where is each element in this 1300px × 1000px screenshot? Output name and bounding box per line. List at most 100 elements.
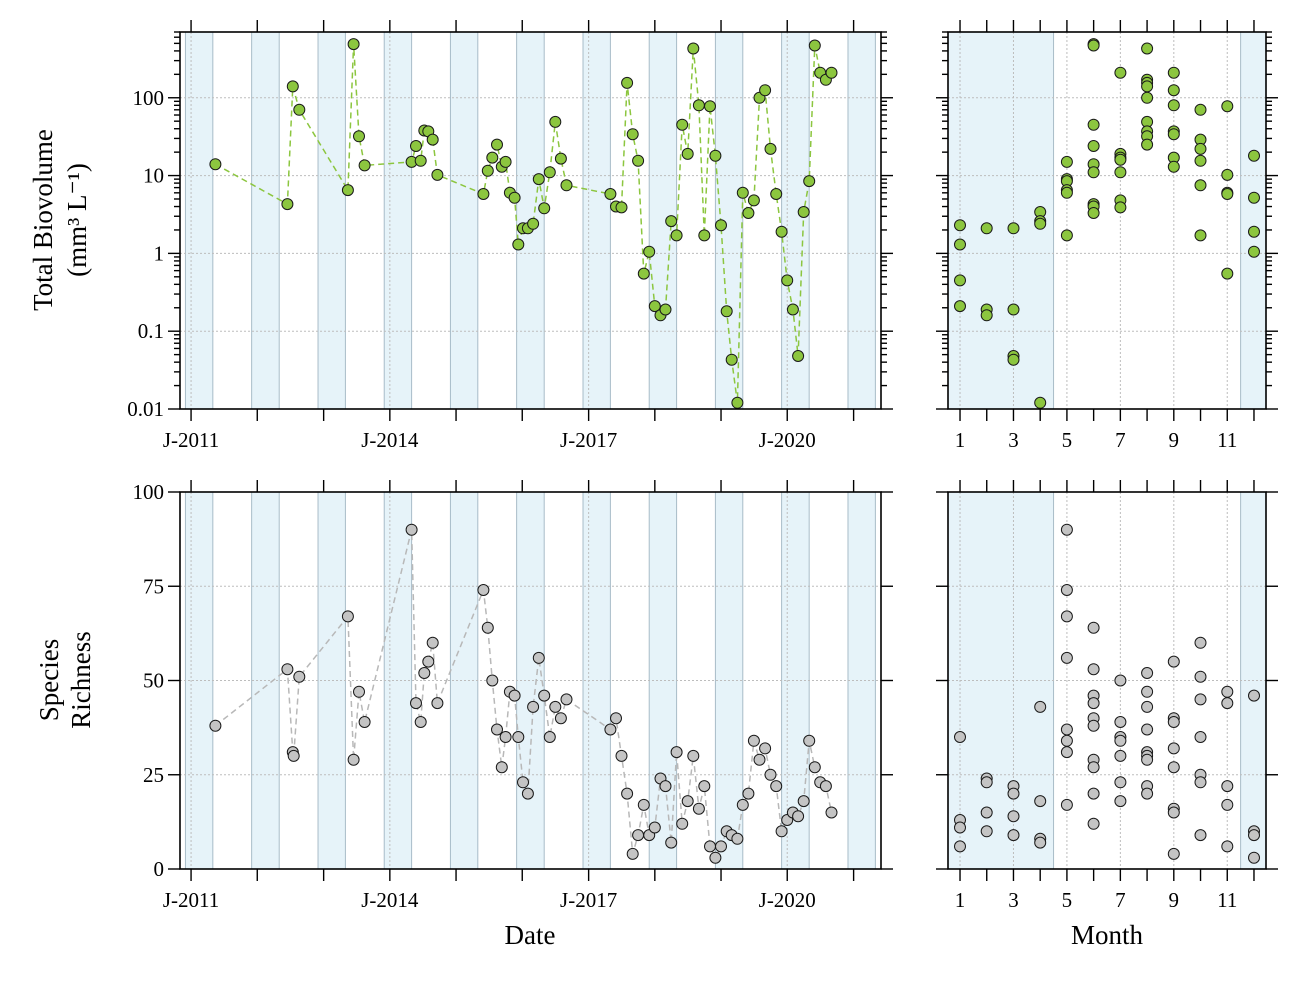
biovolume-point <box>347 38 360 51</box>
richness-point <box>532 651 545 664</box>
biovolume-point <box>632 154 645 167</box>
richness-month-point <box>1141 700 1154 713</box>
winter-band <box>1240 32 1266 409</box>
biovolume-month-point <box>1114 66 1127 79</box>
biovolume-month-point <box>1007 222 1020 235</box>
winter-band <box>450 32 478 409</box>
biovolume-point <box>549 115 562 128</box>
x-tick-label: 3 <box>1008 888 1019 912</box>
richness-point <box>731 832 744 845</box>
biovolume-month-point <box>1034 396 1047 409</box>
plot-frame <box>179 31 882 410</box>
biovolume-month-point <box>1141 42 1154 55</box>
richness-point <box>659 780 672 793</box>
richness-point <box>797 795 810 808</box>
richness-point <box>293 670 306 683</box>
richness-date-panel: 0 25 50 75 100 J-2011 J-2014 J-2017 J-2020 <box>133 480 893 912</box>
y-tick-label: 25 <box>143 763 164 787</box>
richness-point <box>486 674 499 687</box>
richness-month-point <box>1060 610 1073 623</box>
richness-month-point <box>1194 693 1207 706</box>
biovolume-point <box>736 186 749 199</box>
richness-month-point <box>1034 700 1047 713</box>
richness-point <box>792 810 805 823</box>
richness-point <box>753 753 766 766</box>
biovolume-month-point <box>1194 103 1207 116</box>
richness-month-point <box>1167 742 1180 755</box>
winter-band <box>847 32 876 409</box>
richness-point <box>512 731 525 743</box>
x-tick-label: J-2020 <box>759 428 816 452</box>
biovolume-month-point <box>1248 225 1260 238</box>
richness-point <box>698 780 711 793</box>
biovolume-month-point <box>980 309 993 322</box>
richness-month-point <box>1060 723 1073 736</box>
richness-point <box>610 712 622 725</box>
richness-point <box>543 731 556 743</box>
richness-month-point <box>1114 795 1127 808</box>
richness-point <box>709 851 722 864</box>
richness-month-point <box>980 806 993 819</box>
y-tick-label: 0.01 <box>127 397 164 421</box>
biovolume-point <box>792 350 805 362</box>
richness-point <box>405 523 418 536</box>
biovolume-point <box>731 396 744 409</box>
biovolume-month-point <box>954 300 966 313</box>
biovolume-point <box>725 353 738 366</box>
richness-point <box>704 840 716 853</box>
y-tick-label: 0 <box>154 857 165 881</box>
biovolume-point <box>554 152 567 165</box>
richness-point <box>517 776 529 789</box>
biovolume-month-point <box>954 219 966 232</box>
richness-point <box>347 753 360 766</box>
x-tick-label: 5 <box>1062 428 1073 452</box>
x-tick-label: 1 <box>955 428 966 452</box>
richness-point <box>495 761 508 774</box>
biovolume-point <box>527 217 540 230</box>
richness-point <box>687 749 700 762</box>
richness-month-point <box>1007 787 1020 800</box>
biovolume-point <box>410 140 422 152</box>
biovolume-month-point <box>1194 142 1207 155</box>
richness-month-point <box>1007 810 1020 823</box>
biovolume-month-point <box>954 238 966 251</box>
biovolume-point <box>615 201 628 214</box>
y-tick-label: 75 <box>143 574 164 598</box>
richness-point <box>538 689 551 702</box>
richness-month-point <box>1141 787 1154 800</box>
biovolume-month-point <box>1221 188 1234 200</box>
richness-month-point <box>1114 716 1127 728</box>
biovolume-point <box>704 100 716 113</box>
biovolume-month-point <box>1034 217 1047 230</box>
y-tick-label: 50 <box>143 669 164 693</box>
richness-month-point <box>954 731 966 743</box>
richness-month-point <box>1141 723 1154 736</box>
biovolume-month-point <box>1167 84 1180 97</box>
richness-point <box>742 787 755 800</box>
biovolume-point <box>499 155 512 168</box>
biovolume-point <box>353 130 365 143</box>
richness-point <box>681 795 694 808</box>
biovolume-point <box>293 103 306 116</box>
richness-month-point <box>1060 734 1073 747</box>
biovolume-month-point <box>1167 128 1180 141</box>
richness-ylabel-line2: Richness <box>66 631 96 729</box>
richness-point <box>825 806 838 819</box>
biovolume-point <box>477 188 490 200</box>
biovolume-month-point <box>1114 153 1127 166</box>
biovolume-point <box>414 154 427 167</box>
x-tick-label: J-2017 <box>560 428 617 452</box>
biovolume-point <box>648 300 661 313</box>
winter-band <box>185 32 213 409</box>
richness-month-point <box>1060 798 1073 811</box>
x-tick-label: J-2020 <box>759 888 816 912</box>
biovolume-month-point <box>1141 80 1154 93</box>
biovolume-point <box>626 128 639 141</box>
biovolume-point <box>759 84 772 97</box>
x-tick-label: 9 <box>1169 428 1180 452</box>
richness-point <box>418 667 431 679</box>
biovolume-month-point <box>1221 100 1234 113</box>
biovolume-month-point <box>1087 140 1100 152</box>
biovolume-point <box>358 159 371 172</box>
richness-point <box>414 716 427 728</box>
